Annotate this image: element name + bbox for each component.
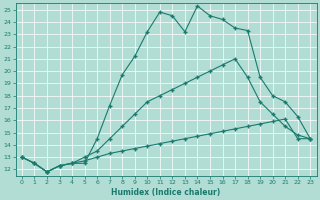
X-axis label: Humidex (Indice chaleur): Humidex (Indice chaleur) <box>111 188 221 197</box>
